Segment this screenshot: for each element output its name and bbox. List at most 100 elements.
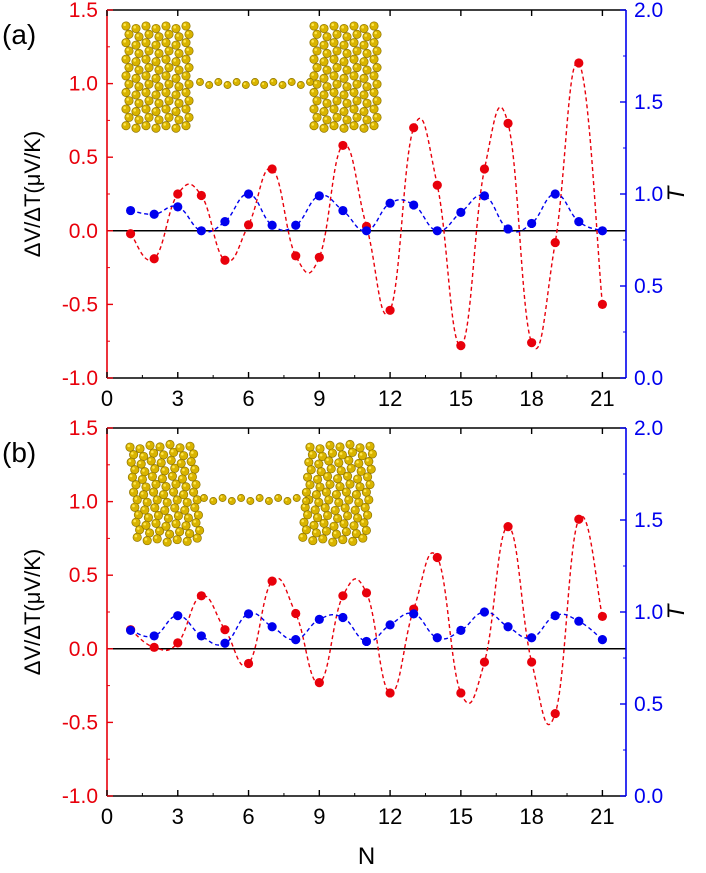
thermopower-data-point: [149, 642, 159, 652]
gold-atom: [309, 54, 319, 64]
atom-highlight: [364, 84, 368, 87]
gold-atom: [164, 112, 174, 122]
atom-highlight: [355, 476, 358, 480]
transmission-data-point: [527, 218, 537, 229]
atom-highlight: [143, 123, 146, 126]
gold-atom: [305, 442, 315, 452]
atom-highlight: [332, 507, 336, 511]
gold-atom: [192, 495, 202, 505]
y-right-tick-label: 0.5: [634, 693, 663, 716]
gold-atom: [141, 54, 151, 64]
atom-highlight: [316, 499, 319, 503]
gold-atom: [174, 48, 184, 58]
atom-highlight: [367, 481, 371, 485]
gold-atom: [146, 456, 156, 466]
gold-atom: [164, 29, 174, 39]
atom-highlight: [334, 64, 338, 68]
atom-highlight: [181, 492, 184, 495]
atom-highlight: [361, 125, 365, 129]
gold-atom: [352, 46, 362, 56]
gold-atom: [129, 487, 139, 497]
atom-highlight: [371, 23, 375, 27]
atom-highlight: [357, 484, 361, 487]
atom-highlight: [164, 499, 168, 503]
gold-atom: [184, 112, 194, 122]
gold-atom: [144, 112, 154, 122]
gold-atom: [362, 32, 372, 42]
atom-highlight: [336, 499, 339, 503]
atom-highlight: [173, 481, 176, 485]
gold-atom: [344, 495, 354, 505]
gold-atom: [352, 62, 362, 73]
gold-atom: [159, 489, 169, 500]
gold-atom: [137, 474, 147, 484]
gold-atom: [181, 71, 191, 81]
thermopower-data-point: [432, 180, 442, 190]
chain-atom: [251, 78, 259, 86]
gold-atom: [342, 115, 352, 125]
gold-atom: [163, 513, 173, 523]
atom-highlight: [194, 497, 198, 500]
atom-highlight: [361, 25, 365, 29]
chain-atom: [287, 78, 296, 86]
atom-highlight: [147, 530, 150, 533]
atom-highlight: [183, 484, 186, 487]
gold-atom: [352, 96, 362, 106]
atom-highlight: [321, 25, 325, 29]
transmission-data-point: [385, 620, 395, 630]
atom-highlight: [151, 450, 154, 454]
gold-atom: [175, 527, 185, 537]
gold-atom: [332, 79, 342, 89]
gold-atom: [131, 90, 141, 100]
gold-atom: [174, 32, 184, 42]
gold-atom: [339, 57, 349, 67]
atom-highlight: [374, 64, 378, 68]
atom-highlight: [369, 451, 373, 454]
gold-atom: [161, 482, 171, 492]
atom-highlight: [339, 452, 343, 455]
gold-atom: [362, 98, 372, 108]
transmission-data-point: [385, 198, 395, 208]
gold-atom: [181, 54, 191, 64]
atom-highlight: [325, 512, 328, 516]
atom-highlight: [361, 108, 365, 112]
transmission-data-point: [149, 209, 159, 219]
gold-atom: [307, 450, 317, 460]
gold-atom: [161, 54, 171, 64]
gold-atom: [121, 38, 131, 48]
atom-highlight: [315, 476, 318, 480]
gold-atom: [323, 510, 333, 521]
atom-highlight: [275, 495, 279, 498]
gold-atom: [181, 38, 191, 48]
gold-atom: [339, 123, 349, 133]
atom-highlight: [146, 81, 149, 85]
atom-highlight: [132, 504, 135, 508]
atom-highlight: [129, 474, 133, 478]
atom-highlight: [341, 42, 345, 46]
y-left-tick-label: 0.5: [69, 564, 98, 587]
gold-atom: [182, 497, 192, 507]
gold-atom: [334, 458, 344, 468]
atom-highlight: [229, 498, 232, 501]
gold-atom: [343, 511, 353, 521]
gold-atom: [129, 450, 139, 460]
x-tick-label: 18: [519, 804, 543, 829]
gold-atom: [329, 104, 339, 114]
gold-atom: [140, 467, 150, 477]
atom-highlight: [335, 515, 338, 519]
atom-highlight: [126, 31, 129, 35]
atom-highlight: [176, 50, 179, 54]
atom-highlight: [344, 67, 348, 71]
gold-atom: [322, 48, 332, 58]
gold-atom: [190, 502, 200, 513]
gold-atom: [174, 82, 184, 92]
gold-atom: [147, 471, 157, 482]
atom-highlight: [176, 67, 179, 71]
atom-highlight: [280, 82, 283, 85]
gold-atom: [355, 443, 365, 453]
atom-highlight: [156, 67, 159, 71]
atom-highlight: [321, 59, 325, 62]
gold-atom: [312, 62, 322, 73]
atom-highlight: [141, 492, 144, 495]
atom-highlight: [347, 441, 351, 445]
